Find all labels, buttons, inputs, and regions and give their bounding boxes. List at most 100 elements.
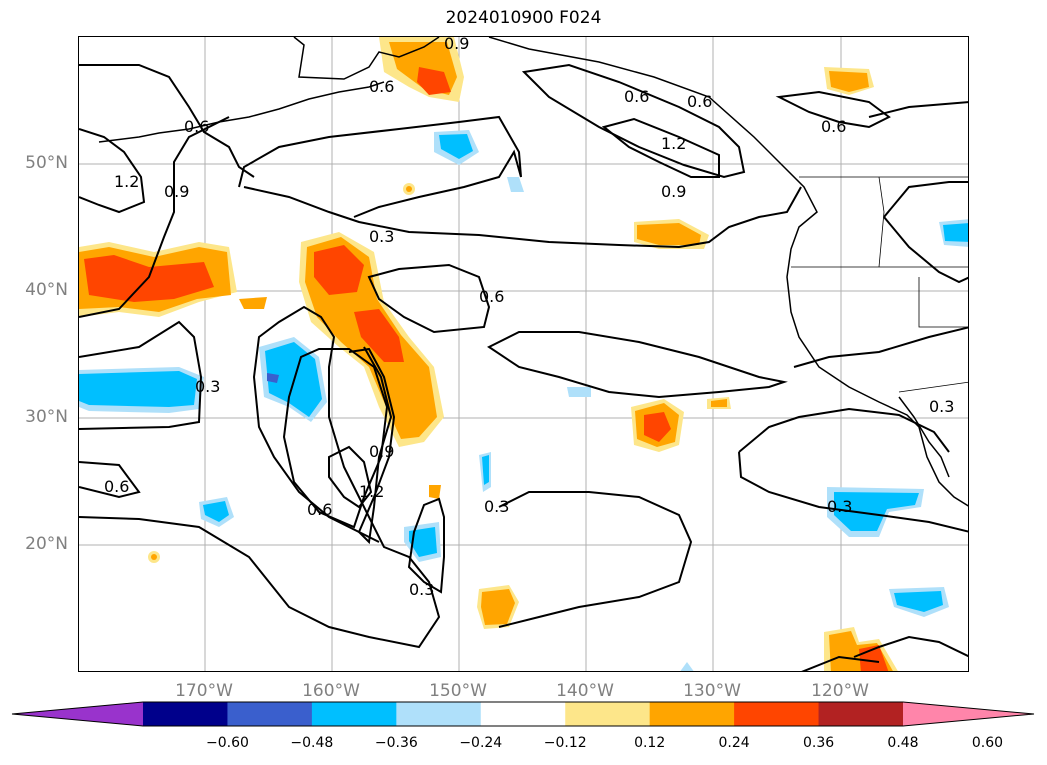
colorbar-segment: [649, 702, 735, 726]
lon-label-170w: 170°W: [175, 681, 233, 701]
negative-anomaly-area: [439, 134, 473, 159]
borders: [791, 176, 968, 393]
colorbar-tick-label: −0.48: [290, 735, 334, 751]
contour-label: 0.3: [369, 227, 394, 246]
contour-label: 0.6: [184, 117, 209, 136]
contour-label: 0.3: [409, 580, 434, 599]
negative-anomaly-area: [267, 373, 279, 383]
colorbar-segment: [734, 702, 820, 726]
negative-anomaly-area: [507, 177, 524, 192]
state-border: [918, 277, 968, 328]
colorbar-segment: [480, 702, 566, 726]
colorbar-tick-label: 0.12: [634, 735, 666, 751]
contour-label: 0.3: [827, 497, 852, 516]
contour-line: [79, 128, 146, 214]
contour-label: 0.9: [661, 182, 686, 201]
lat-label-20n: 20°N: [25, 534, 68, 554]
colorbar-segment: [818, 702, 904, 726]
contour-label: 0.6: [307, 500, 332, 519]
map-canvas: 0.9 0.6 0.6 1.2 0.9 0.6 1.2 0.9 0.3 0.6 …: [79, 37, 968, 671]
contour-line: [238, 115, 522, 218]
colorbar-segment: [565, 702, 651, 726]
lon-label-150w: 150°W: [429, 681, 487, 701]
colorbar-tick-label: −0.24: [459, 735, 503, 751]
contour-label: 0.6: [479, 287, 504, 306]
contour-line: [868, 101, 968, 118]
lon-label-130w: 130°W: [683, 681, 741, 701]
contour-label: 1.2: [114, 172, 139, 191]
contour-label: 0.9: [164, 182, 189, 201]
positive-anomaly-area: [644, 412, 671, 442]
contour-line: [801, 655, 880, 671]
contour-line: [348, 346, 396, 545]
contour-label: 0.6: [104, 477, 129, 496]
contour-label: 0.9: [444, 37, 469, 53]
contour-line: [738, 451, 968, 533]
positive-anomaly-area: [406, 186, 412, 192]
positive-anomaly-area: [711, 399, 727, 407]
us-mexico-border: [898, 381, 968, 393]
north-america-coast: [488, 37, 968, 507]
lat-label-40n: 40°N: [25, 280, 68, 300]
negative-anomaly-area: [79, 371, 197, 407]
negative-anomaly-area: [680, 662, 694, 671]
contour-line: [487, 331, 788, 399]
negative-anomaly-area: [943, 223, 968, 242]
positive-anomaly-area: [84, 255, 214, 302]
contour-line: [407, 497, 445, 594]
contour-line: [793, 326, 968, 368]
contour-line: [367, 263, 491, 334]
negative-anomaly-area: [567, 387, 591, 397]
colorbar-extend-low: [12, 702, 143, 726]
lon-label-160w: 160°W: [302, 681, 360, 701]
positive-anomaly-area: [481, 589, 515, 625]
colorbar-tick-label: 0.60: [971, 735, 1004, 751]
contour-line: [79, 305, 441, 649]
contour-label: 0.6: [687, 92, 712, 111]
contour-line: [498, 491, 693, 628]
negative-anomaly-area: [894, 591, 943, 612]
baja-california: [898, 396, 950, 478]
colorbar-segment: [396, 702, 482, 726]
colorbar-outline: [11, 701, 1035, 727]
contour-line: [883, 181, 968, 218]
positive-anomaly-area: [417, 67, 451, 95]
colorbar-tick-label: 0.36: [802, 735, 835, 751]
aleutian-islands: [98, 81, 385, 143]
positive-anomaly-area: [429, 485, 441, 499]
contour-line: [79, 116, 230, 318]
negative-anomaly-area: [834, 492, 919, 531]
map-title: 2024010900 F024: [445, 8, 602, 28]
contour-label: 1.2: [661, 134, 686, 153]
contour-line: [775, 90, 891, 129]
contour-label: 0.6: [624, 87, 649, 106]
contour-line: [738, 407, 950, 453]
contour-label: 0.6: [369, 77, 394, 96]
contour-label: 0.3: [195, 377, 220, 396]
positive-anomaly-area: [151, 554, 157, 560]
lon-label-140w: 140°W: [556, 681, 614, 701]
contour-line: [853, 635, 968, 658]
state-border: [878, 176, 885, 268]
colorbar-tick-label: −0.36: [374, 735, 418, 751]
contour-lines: [79, 63, 968, 671]
negative-anomaly-area: [409, 527, 437, 557]
negative-anomaly-area: [203, 501, 229, 522]
coastlines: [98, 37, 968, 507]
colorbar-segment: [143, 702, 228, 726]
contour-line: [601, 117, 720, 178]
alaska-coast: [293, 37, 440, 80]
contour-line: [243, 186, 802, 249]
contour-line: [328, 445, 373, 509]
contour-line: [521, 63, 746, 179]
colorbar-tick-label: −0.60: [205, 735, 249, 751]
negative-anomaly-area: [482, 455, 489, 485]
contour-line: [883, 216, 968, 284]
contour-label: 0.3: [929, 397, 954, 416]
contour-line: [282, 348, 389, 529]
lat-label-30n: 30°N: [25, 407, 68, 427]
contour-line: [79, 461, 141, 499]
positive-anomaly-area: [239, 297, 267, 309]
lon-label-120w: 120°W: [811, 681, 869, 701]
colorbar: [11, 701, 1035, 727]
